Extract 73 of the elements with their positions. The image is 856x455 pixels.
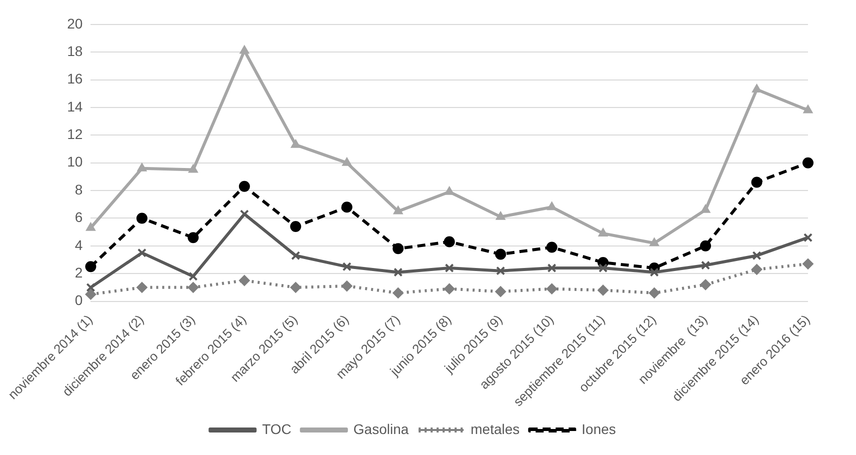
legend-label: Iones <box>582 420 616 437</box>
point <box>802 258 814 270</box>
y-tick-label: 4 <box>74 236 83 253</box>
point <box>86 222 96 231</box>
point <box>700 240 712 252</box>
point <box>188 272 198 281</box>
point <box>598 228 608 236</box>
point <box>546 242 558 253</box>
point <box>496 211 506 220</box>
point <box>188 232 199 244</box>
y-tick-label: 20 <box>67 15 83 32</box>
y-tick-label: 10 <box>67 154 83 170</box>
point <box>598 284 609 296</box>
y-tick-label: 2 <box>74 264 83 280</box>
point <box>341 280 352 292</box>
point <box>137 248 146 258</box>
y-tick-label: 18 <box>67 42 83 59</box>
point <box>342 157 352 166</box>
legend-label: Gasolina <box>353 420 409 437</box>
point <box>751 176 762 188</box>
point <box>444 264 454 273</box>
point <box>342 262 352 272</box>
point <box>444 186 454 195</box>
point <box>649 238 660 246</box>
point <box>495 286 506 298</box>
point <box>547 264 556 273</box>
point <box>444 236 455 248</box>
y-tick-label: 0 <box>74 292 83 308</box>
point <box>393 206 403 214</box>
point <box>136 212 148 224</box>
point <box>496 266 506 276</box>
point <box>341 202 352 213</box>
point <box>752 251 762 260</box>
point <box>86 282 96 292</box>
point <box>290 139 300 148</box>
point <box>85 261 96 272</box>
point <box>291 251 300 260</box>
point <box>240 45 250 54</box>
point <box>392 243 404 254</box>
y-tick-label: 14 <box>67 98 83 114</box>
legend-label: TOC <box>262 420 292 437</box>
point <box>752 84 762 92</box>
point <box>598 264 608 273</box>
point <box>700 279 712 290</box>
point <box>85 288 96 300</box>
point <box>495 248 506 260</box>
point <box>188 282 199 293</box>
point <box>546 202 557 210</box>
point <box>188 164 198 173</box>
point <box>751 264 762 275</box>
point <box>392 287 404 298</box>
point <box>546 283 558 294</box>
point <box>240 210 249 219</box>
point <box>700 260 710 270</box>
point <box>700 204 710 213</box>
point <box>136 282 148 293</box>
y-tick-label: 8 <box>74 181 83 198</box>
point <box>650 268 659 277</box>
point <box>802 157 814 168</box>
y-tick-label: 12 <box>67 126 83 142</box>
point <box>238 275 250 286</box>
point <box>238 180 250 192</box>
point <box>394 268 403 277</box>
point <box>290 282 302 293</box>
point <box>137 162 147 172</box>
point <box>648 287 660 298</box>
y-tick-label: 6 <box>74 209 83 226</box>
point <box>803 233 813 242</box>
point <box>444 283 455 294</box>
legend-label: metales <box>470 420 520 437</box>
y-tick-label: 16 <box>67 70 83 87</box>
point <box>803 104 813 114</box>
point <box>290 221 302 232</box>
